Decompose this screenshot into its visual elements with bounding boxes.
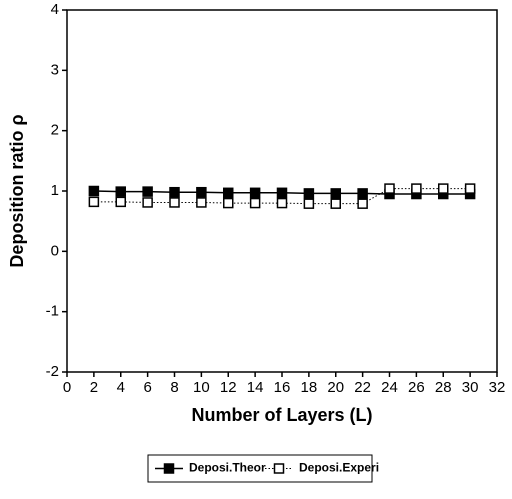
marker [142, 186, 153, 197]
marker [223, 197, 234, 209]
x-axis-label: Number of Layers (L) [191, 405, 372, 425]
y-tick-label: 0 [51, 242, 59, 259]
legend-marker [163, 463, 175, 474]
marker [411, 183, 422, 194]
marker [464, 183, 476, 194]
marker [88, 196, 100, 208]
x-tick-label: 32 [489, 379, 506, 396]
legend-label: Deposi.Theor [189, 461, 266, 475]
marker [196, 197, 207, 208]
marker [276, 197, 288, 209]
x-tick-label: 22 [354, 379, 371, 396]
y-tick-label: 4 [51, 1, 59, 18]
x-tick-label: 2 [90, 379, 98, 396]
y-axis-label: Deposition ratio ρ [7, 114, 27, 267]
x-tick-label: 12 [220, 379, 237, 396]
x-tick-label: 14 [247, 379, 264, 396]
x-tick-label: 10 [193, 379, 210, 396]
marker [357, 188, 368, 199]
x-tick-label: 4 [117, 379, 125, 396]
marker [169, 186, 180, 198]
x-tick-label: 24 [381, 379, 398, 396]
y-tick-label: -2 [46, 363, 59, 380]
marker [142, 197, 153, 208]
marker [169, 197, 180, 208]
marker [384, 183, 395, 194]
y-tick-label: -1 [46, 303, 59, 320]
x-tick-label: 30 [462, 379, 479, 396]
marker [303, 188, 315, 199]
marker [249, 197, 261, 209]
x-tick-label: 6 [143, 379, 151, 396]
marker [196, 186, 207, 198]
legend-box [147, 454, 373, 483]
marker [438, 183, 449, 194]
y-tick-label: 1 [51, 182, 59, 199]
y-tick-label: 2 [51, 122, 59, 139]
x-tick-label: 18 [301, 379, 318, 396]
marker [330, 188, 341, 199]
y-tick-label: 3 [51, 61, 59, 78]
marker [276, 187, 288, 199]
marker [330, 198, 341, 209]
x-tick-label: 28 [435, 379, 452, 396]
legend-marker [273, 463, 285, 474]
marker [249, 187, 261, 199]
x-tick-label: 26 [408, 379, 425, 396]
legend-label: Deposi.Experi [299, 461, 379, 475]
marker [223, 187, 234, 199]
marker [303, 198, 315, 209]
x-tick-label: 0 [63, 379, 71, 396]
x-tick-label: 20 [327, 379, 344, 396]
marker [357, 198, 368, 209]
x-tick-label: 8 [170, 379, 178, 396]
marker [88, 185, 100, 197]
marker [115, 196, 126, 208]
x-tick-label: 16 [274, 379, 291, 396]
marker [115, 186, 126, 197]
